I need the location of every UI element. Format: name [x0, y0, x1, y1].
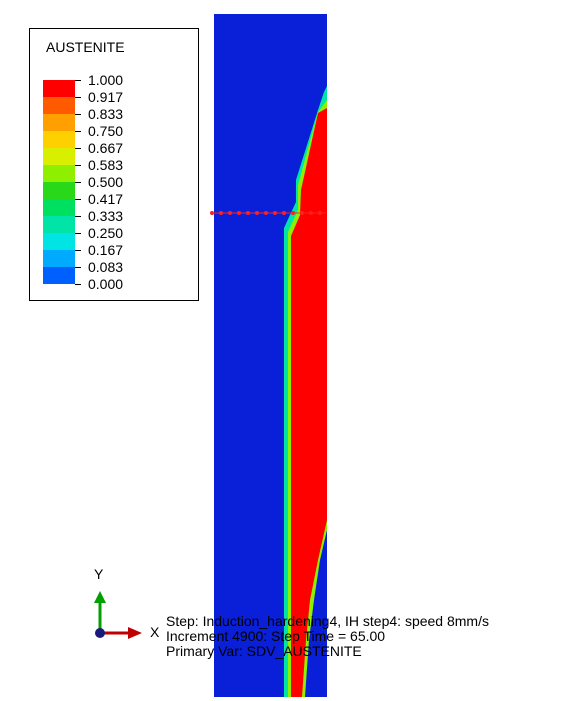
legend-level-label: 0.500	[88, 174, 124, 190]
legend-tick	[75, 182, 81, 183]
x-arrowhead	[128, 627, 142, 639]
legend-level-label: 0.667	[88, 140, 124, 156]
legend-title: AUSTENITE	[46, 39, 125, 55]
legend-tick	[75, 284, 81, 285]
legend: AUSTENITE 1.000 0.917 0.833 0.750 0.667 0.583…	[29, 28, 199, 301]
legend-tick	[75, 97, 81, 98]
legend-color-band	[43, 199, 75, 216]
legend-level-label: 0.750	[88, 123, 124, 139]
legend-level-label: 0.583	[88, 157, 124, 173]
increment-line: Increment 4900: Step Time = 65.00	[166, 628, 386, 644]
probe-path-markers	[210, 211, 326, 215]
legend-tick	[75, 148, 81, 149]
primary-var-line: Primary Var: SDV_AUSTENITE	[166, 643, 362, 659]
legend-color-band	[43, 233, 75, 250]
legend-tick	[75, 114, 81, 115]
legend-level-label: 0.250	[88, 225, 124, 241]
legend-color-band	[43, 250, 75, 267]
legend-color-band	[43, 182, 75, 199]
legend-tick	[75, 199, 81, 200]
legend-color-band	[43, 114, 75, 131]
legend-color-band	[43, 80, 75, 97]
legend-level-label: 0.417	[88, 191, 124, 207]
legend-color-band	[43, 97, 75, 114]
legend-level-label: 1.000	[88, 72, 124, 88]
austenite-hardened-zone	[291, 108, 327, 697]
legend-tick	[75, 267, 81, 268]
legend-tick	[75, 165, 81, 166]
legend-tick	[75, 80, 81, 81]
step-line: Step: Induction_hardening4, IH step4: sp…	[166, 613, 489, 629]
step-info: Step: Induction_hardening4, IH step4: sp…	[166, 614, 489, 659]
legend-level-label: 0.083	[88, 259, 124, 275]
unhardened-sliver	[305, 530, 327, 697]
legend-tick	[75, 131, 81, 132]
legend-level-label: 0.833	[88, 106, 124, 122]
legend-color-band	[43, 148, 75, 165]
legend-color-band	[43, 165, 75, 182]
axis-triad	[94, 591, 142, 639]
legend-tick	[75, 250, 81, 251]
legend-level-label: 0.917	[88, 89, 124, 105]
legend-level-label: 0.333	[88, 208, 124, 224]
legend-level-label: 0.000	[88, 276, 124, 292]
legend-color-band	[43, 216, 75, 233]
y-axis-label: Y	[94, 566, 104, 582]
legend-color-band	[43, 267, 75, 284]
y-arrowhead	[94, 591, 106, 603]
legend-level-label: 0.167	[88, 242, 124, 258]
triad-origin	[95, 628, 105, 638]
legend-tick	[75, 216, 81, 217]
legend-tick	[75, 233, 81, 234]
legend-color-band	[43, 131, 75, 148]
x-axis-label: X	[150, 624, 160, 640]
